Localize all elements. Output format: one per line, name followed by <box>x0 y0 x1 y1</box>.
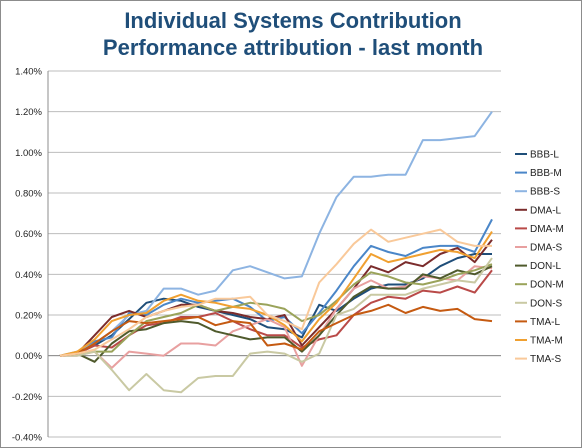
legend-label: TMA-S <box>530 354 561 365</box>
series-line-don-m <box>59 263 493 357</box>
legend-label: DON-L <box>530 261 562 272</box>
series-line-dma-s <box>60 265 493 369</box>
series-lines <box>59 111 493 394</box>
y-tick-label: -0.40% <box>12 433 43 444</box>
y-tick-label: 0.00% <box>15 351 42 362</box>
y-tick-label: -0.20% <box>12 392 43 403</box>
series-line-tma-s <box>59 228 492 357</box>
series-line-tma-m <box>59 231 493 357</box>
legend-label: TMA-M <box>530 336 563 347</box>
chart-title: Individual Systems Contribution <box>124 8 461 33</box>
series-line-don-l <box>59 265 493 363</box>
series-line-bbb-l <box>59 253 492 357</box>
y-tick-label: 0.20% <box>15 311 42 322</box>
legend-label: BBB-S <box>530 187 560 198</box>
y-tick-label: 1.00% <box>15 148 42 159</box>
legend-label: DON-M <box>530 280 564 291</box>
legend-label: DMA-M <box>530 224 564 235</box>
series-line-tma-l <box>59 303 493 357</box>
gridlines <box>48 70 501 438</box>
legend-label: TMA-L <box>530 317 560 328</box>
legend-label: DON-S <box>530 298 563 309</box>
y-tick-label: 0.80% <box>15 189 42 200</box>
legend-label: BBB-L <box>530 150 559 161</box>
y-axis-ticks: -0.40% -0.20% 0.00% 0.20% 0.40% 0.60% 0.80% 1.0… <box>12 67 43 444</box>
legend-label: DMA-L <box>530 205 562 216</box>
legend-label: DMA-S <box>530 243 563 254</box>
y-tick-label: 0.60% <box>15 229 42 240</box>
chart-subtitle: Performance attribution - last month <box>103 35 483 60</box>
axes <box>47 71 501 437</box>
legend-label: BBB-M <box>530 168 562 179</box>
legend: BBB-L BBB-M BBB-S DMA-L DMA-M DMA-S DON-L DON-M… <box>515 150 564 365</box>
y-tick-label: 0.40% <box>15 270 42 281</box>
series-line-don-s <box>60 257 493 394</box>
y-tick-label: 1.20% <box>15 107 42 118</box>
y-tick-label: 1.40% <box>15 67 42 78</box>
